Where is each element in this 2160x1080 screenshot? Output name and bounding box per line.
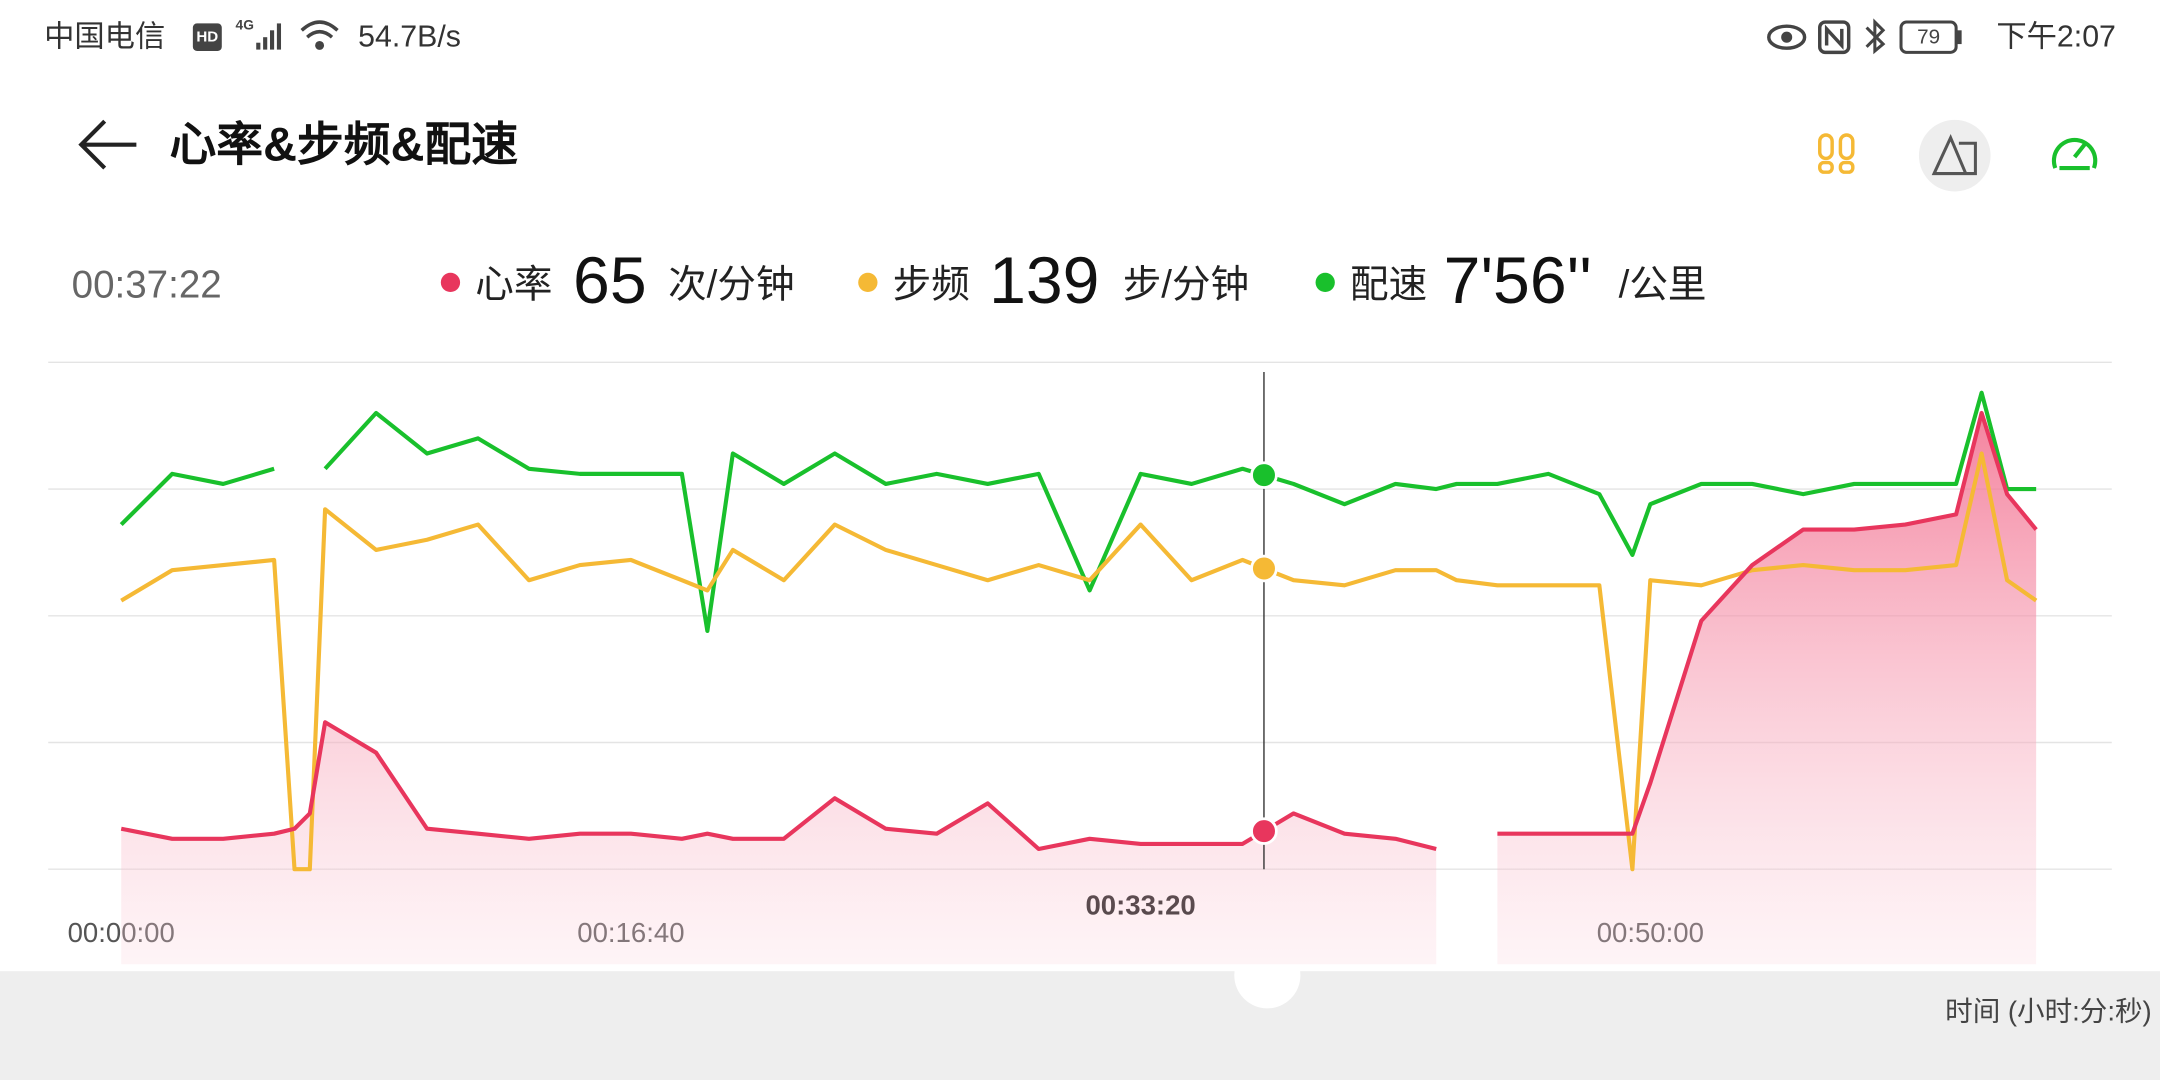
cadence-view-button[interactable] [1818,133,1855,174]
cadence-dot [858,272,878,293]
cursor-time: 00:37:22 [72,264,222,307]
heart-rate-label: 心率 [475,264,552,307]
pace-value: 7'56'' [1444,244,1592,318]
cursor-dot [1250,817,1278,845]
pace-dot [1315,272,1335,293]
plot: 00:00:0000:16:4000:33:2000:50:00 [48,361,2112,965]
carrier: 中国电信 [44,20,165,54]
elevation-view-button[interactable] [1918,119,1991,192]
clock: 下午2:07 [1996,20,2116,54]
pace-unit: /公里 [1619,264,1707,307]
battery-level: 79 [1917,26,1940,49]
signal-icon [256,23,282,50]
x-axis-title: 时间 (小时:分:秒) [1945,996,2152,1027]
cursor-dot [1250,461,1278,489]
hd-label: HD [196,29,218,46]
battery-icon [1899,20,1958,54]
series-line [119,390,2037,633]
network-type: 4G [236,17,254,32]
cadence-unit: 步/分钟 [1123,264,1249,307]
cadence-label: 步频 [893,264,970,307]
hd-badge [192,23,222,51]
area [121,412,2037,965]
eye-icon [1767,24,1807,50]
heart-rate-unit: 次/分钟 [668,264,794,307]
cursor-dot [1250,554,1278,583]
pace-label: 配速 [1350,264,1427,307]
battery-tip [1957,30,1962,45]
pace-view-button[interactable] [2051,137,2098,171]
series-line [120,451,2038,872]
series-line [120,410,2038,852]
net-speed: 54.7B/s [358,21,461,54]
cadence-value: 139 [989,244,1099,318]
nfc-icon [1818,20,1851,55]
heart-rate-value: 65 [573,244,647,318]
heart-rate-dot [440,272,461,293]
page-title: 心率&步频&配速 [169,119,518,171]
wifi-icon [300,20,339,50]
back-button[interactable] [78,119,137,170]
bluetooth-icon [1865,18,1886,55]
bottom-panel [0,971,2160,1080]
